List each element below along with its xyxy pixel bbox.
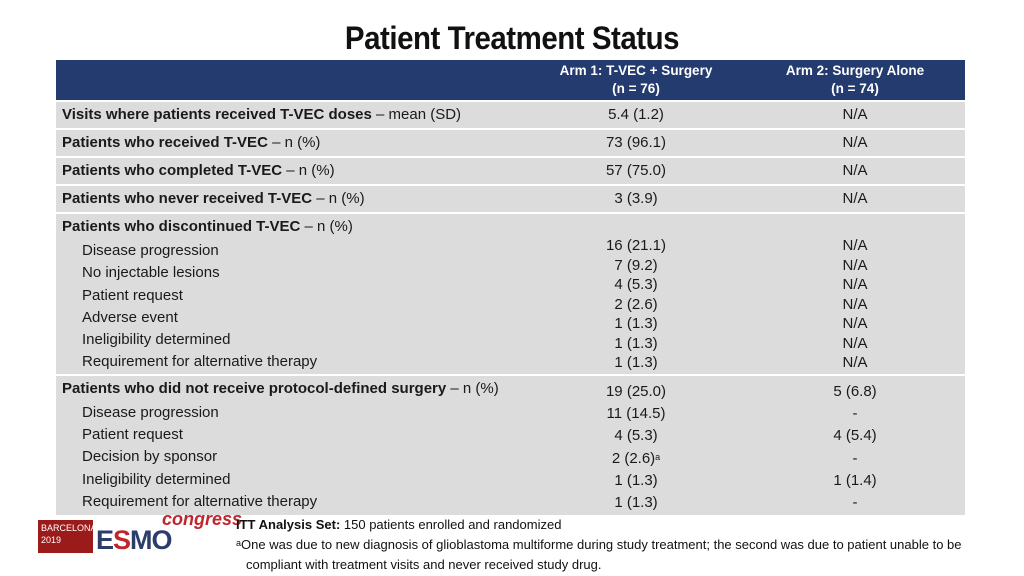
arm2-value: 1 (1.4) — [833, 471, 877, 489]
arm1-total: 19 (25.0) — [605, 382, 667, 400]
treatment-status-table: Arm 1: T-VEC + Surgery (n = 76) Arm 2: S… — [56, 58, 965, 517]
arm1-value: 1 (1.3) — [614, 494, 658, 512]
footnote-a: aOne was due to new diagnosis of gliobla… — [236, 537, 962, 572]
arm1-value: 7 (9.2) — [614, 256, 658, 274]
arm2-value: N/A — [842, 237, 868, 254]
no-surgery-row: Patients who did not receive protocol-de… — [56, 375, 965, 515]
header-arm1-n: (n = 76) — [612, 81, 660, 96]
no-surgery-labels: Patients who did not receive protocol-de… — [56, 375, 527, 515]
arm2-total: 5 (6.8) — [833, 382, 877, 400]
header-arm2-n: (n = 74) — [831, 81, 879, 96]
discontinued-reason: Requirement for alternative therapy — [82, 353, 318, 371]
arm2-value: - — [852, 405, 858, 423]
arm1-value: 57 (75.0) — [527, 158, 745, 184]
no-surgery-reason: Ineligibility determined — [82, 470, 231, 488]
row-label: Patients who never received T-VEC – n (%… — [56, 186, 527, 212]
logo-year: 2019 — [41, 535, 62, 545]
table-row: Visits where patients received T-VEC dos… — [56, 102, 965, 128]
discontinued-reason: Ineligibility determined — [82, 331, 231, 349]
arm1-value: 1 (1.3) — [614, 354, 658, 371]
arm1-value: 1 (1.3) — [614, 315, 658, 332]
discontinued-row: Patients who discontinued T-VEC – n (%) … — [56, 214, 965, 374]
table-row: Patients who completed T-VEC – n (%) 57 … — [56, 158, 965, 184]
discontinued-reason: Patient request — [82, 286, 183, 304]
arm2-value: N/A — [745, 158, 965, 184]
row-label: Visits where patients received T-VEC dos… — [56, 102, 527, 128]
table-row: Patients who received T-VEC – n (%) 73 (… — [56, 130, 965, 156]
discontinued-arm1-values: 16 (21.1) 7 (9.2) 4 (5.3) 2 (2.6) 1 (1.3… — [527, 214, 745, 374]
arm2-value: N/A — [745, 130, 965, 156]
arm2-value: N/A — [745, 102, 965, 128]
discontinued-reason: No injectable lesions — [82, 264, 220, 282]
arm1-value: 1 (1.3) — [614, 334, 658, 352]
logo-city-badge: BARCELONA 2019 — [38, 520, 97, 553]
arm2-value: - — [852, 494, 858, 512]
no-surgery-reason: Decision by sponsor — [82, 448, 218, 466]
no-surgery-arm2-values: 5 (6.8) - 4 (5.4) - 1 (1.4) - — [745, 375, 965, 515]
arm2-value: 4 (5.4) — [833, 427, 877, 445]
arm2-value: N/A — [842, 276, 868, 293]
header-blank-cell — [56, 60, 527, 100]
no-surgery-reason: Patient request — [82, 426, 183, 444]
page-title: Patient Treatment Status — [344, 20, 680, 56]
arm1-value: 4 (5.3) — [614, 427, 658, 445]
arm1-value: 2 (2.6)a — [611, 449, 661, 467]
esmo-congress-logo: BARCELONA 2019 ESMO congress — [38, 509, 242, 555]
discontinued-labels: Patients who discontinued T-VEC – n (%) … — [56, 214, 527, 374]
no-surgery-reason: Requirement for alternative therapy — [82, 492, 318, 510]
arm1-value: 5.4 (1.2) — [527, 102, 745, 128]
discontinued-reason: Disease progression — [82, 242, 219, 259]
no-surgery-heading: Patients who did not receive protocol-de… — [62, 379, 499, 397]
table-row: Patients who never received T-VEC – n (%… — [56, 186, 965, 212]
arm1-value: 2 (2.6) — [614, 295, 658, 313]
logo-esmo-wordmark: ESMO — [96, 525, 173, 555]
arm2-value: N/A — [842, 315, 868, 332]
arm2-value: - — [852, 449, 858, 467]
header-arm1: Arm 1: T-VEC + Surgery (n = 76) — [527, 60, 745, 100]
no-surgery-arm1-values: 19 (25.0) 11 (14.5) 4 (5.3) 2 (2.6)a 1 (… — [527, 375, 745, 515]
discontinued-heading: Patients who discontinued T-VEC – n (%) — [62, 218, 353, 235]
itt-note: ITT Analysis Set: 150 patients enrolled … — [236, 517, 562, 532]
arm1-value: 11 (14.5) — [606, 405, 666, 423]
arm2-value: N/A — [842, 334, 868, 352]
arm1-value: 4 (5.3) — [614, 276, 658, 293]
header-arm2-name: Arm 2: Surgery Alone — [785, 63, 925, 78]
discontinued-arm2-values: N/A N/A N/A N/A N/A N/A N/A — [745, 214, 965, 374]
arm1-value: 1 (1.3) — [614, 471, 658, 489]
arm1-value: 3 (3.9) — [527, 186, 745, 212]
footnotes: ITT Analysis Set: 150 patients enrolled … — [236, 515, 996, 575]
row-label: Patients who completed T-VEC – n (%) — [56, 158, 527, 184]
arm2-value: N/A — [745, 186, 965, 212]
table-header-row: Arm 1: T-VEC + Surgery (n = 76) Arm 2: S… — [56, 60, 965, 100]
header-arm1-name: Arm 1: T-VEC + Surgery — [559, 63, 713, 78]
discontinued-reason: Adverse event — [82, 308, 178, 326]
arm2-value: N/A — [842, 295, 868, 313]
arm1-value: 16 (21.1) — [605, 237, 667, 254]
logo-congress-word: congress — [162, 509, 243, 529]
no-surgery-reason: Disease progression — [82, 403, 219, 421]
arm2-value: N/A — [842, 256, 868, 274]
logo-city: BARCELONA — [41, 523, 97, 533]
arm2-value: N/A — [842, 354, 868, 371]
row-label: Patients who received T-VEC – n (%) — [56, 130, 527, 156]
footnote-marker: a — [655, 451, 661, 462]
header-arm2: Arm 2: Surgery Alone (n = 74) — [745, 60, 965, 100]
arm1-value: 73 (96.1) — [527, 130, 745, 156]
